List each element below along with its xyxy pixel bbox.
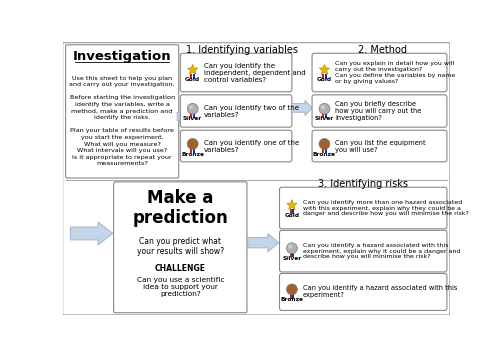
FancyBboxPatch shape [280, 274, 447, 310]
Bar [322, 148, 324, 153]
Text: Can you briefly describe
how you will carry out the
investigation?: Can you briefly describe how you will ca… [336, 101, 422, 121]
Text: Can you predict what
your results will show?: Can you predict what your results will s… [136, 237, 224, 256]
Text: Use this sheet to help you plan
and carry out your investigation.

Before starti: Use this sheet to help you plan and carr… [70, 76, 175, 166]
FancyBboxPatch shape [66, 45, 179, 178]
Circle shape [188, 138, 198, 149]
FancyBboxPatch shape [280, 187, 447, 229]
Bar [190, 148, 192, 153]
Text: Can you identify a hazard associated with this
experiment?: Can you identify a hazard associated wit… [303, 285, 457, 298]
Text: Bronze: Bronze [313, 152, 336, 156]
FancyBboxPatch shape [180, 53, 292, 92]
Circle shape [286, 284, 298, 295]
Circle shape [286, 243, 298, 253]
Bar [290, 293, 292, 299]
Bar [190, 113, 192, 118]
Text: Bronze: Bronze [280, 297, 303, 302]
Text: 1. Identifying variables: 1. Identifying variables [186, 45, 298, 55]
Bar [292, 209, 294, 214]
Bar [290, 252, 292, 257]
FancyBboxPatch shape [312, 130, 447, 162]
FancyBboxPatch shape [62, 42, 450, 315]
Text: Can you use a scientific
idea to support your
prediction?: Can you use a scientific idea to support… [136, 277, 224, 297]
Polygon shape [177, 109, 201, 124]
Bar [325, 74, 327, 79]
Polygon shape [320, 64, 330, 74]
Bar [322, 113, 324, 118]
Text: Silver: Silver [183, 116, 203, 121]
Polygon shape [248, 233, 278, 252]
Circle shape [319, 103, 330, 114]
Polygon shape [188, 64, 198, 74]
FancyBboxPatch shape [312, 95, 447, 127]
Bar [193, 74, 195, 79]
Text: Can you list the equipment
you will use?: Can you list the equipment you will use? [336, 139, 426, 153]
Text: Can you identify the
independent, dependent and
control variables?: Can you identify the independent, depend… [204, 63, 305, 82]
Bar [322, 74, 324, 79]
FancyBboxPatch shape [180, 130, 292, 162]
FancyBboxPatch shape [312, 53, 447, 92]
Text: Gold: Gold [317, 78, 332, 82]
Text: 2. Method: 2. Method [358, 45, 407, 55]
Text: Can you identify a hazard associated with this
experiment, explain why it could : Can you identify a hazard associated wit… [303, 243, 460, 259]
Text: Can you explain in detail how you will
carry out the investigation?
Can you defi: Can you explain in detail how you will c… [336, 61, 456, 84]
Bar [190, 74, 192, 79]
FancyBboxPatch shape [114, 182, 247, 313]
Circle shape [188, 103, 198, 114]
Text: Bronze: Bronze [181, 152, 204, 156]
Text: Can you identify more than one hazard associated
with this experiment, explain w: Can you identify more than one hazard as… [303, 200, 468, 216]
Bar [292, 293, 294, 299]
Bar [292, 252, 294, 257]
Text: Make a
prediction: Make a prediction [132, 189, 228, 227]
Text: 3. Identifying risks: 3. Identifying risks [318, 179, 408, 189]
Circle shape [319, 138, 330, 149]
FancyBboxPatch shape [180, 95, 292, 127]
Circle shape [320, 105, 325, 109]
Polygon shape [70, 222, 113, 245]
Polygon shape [286, 200, 297, 210]
Circle shape [288, 245, 292, 249]
Text: Gold: Gold [185, 78, 200, 82]
Text: CHALLENGE: CHALLENGE [155, 264, 206, 273]
Circle shape [189, 105, 194, 109]
FancyBboxPatch shape [280, 230, 447, 272]
Text: Gold: Gold [284, 213, 300, 218]
Bar [290, 209, 292, 214]
Bar [193, 148, 195, 153]
Text: Can you identify two of the
variables?: Can you identify two of the variables? [204, 104, 298, 118]
Polygon shape [292, 100, 312, 116]
Text: Investigation: Investigation [73, 50, 172, 63]
Text: Can you identify one of the
variables?: Can you identify one of the variables? [204, 139, 299, 153]
Bar [325, 148, 327, 153]
Text: Silver: Silver [282, 256, 302, 261]
Bar [193, 113, 195, 118]
Text: Silver: Silver [315, 116, 334, 121]
Bar [325, 113, 327, 118]
